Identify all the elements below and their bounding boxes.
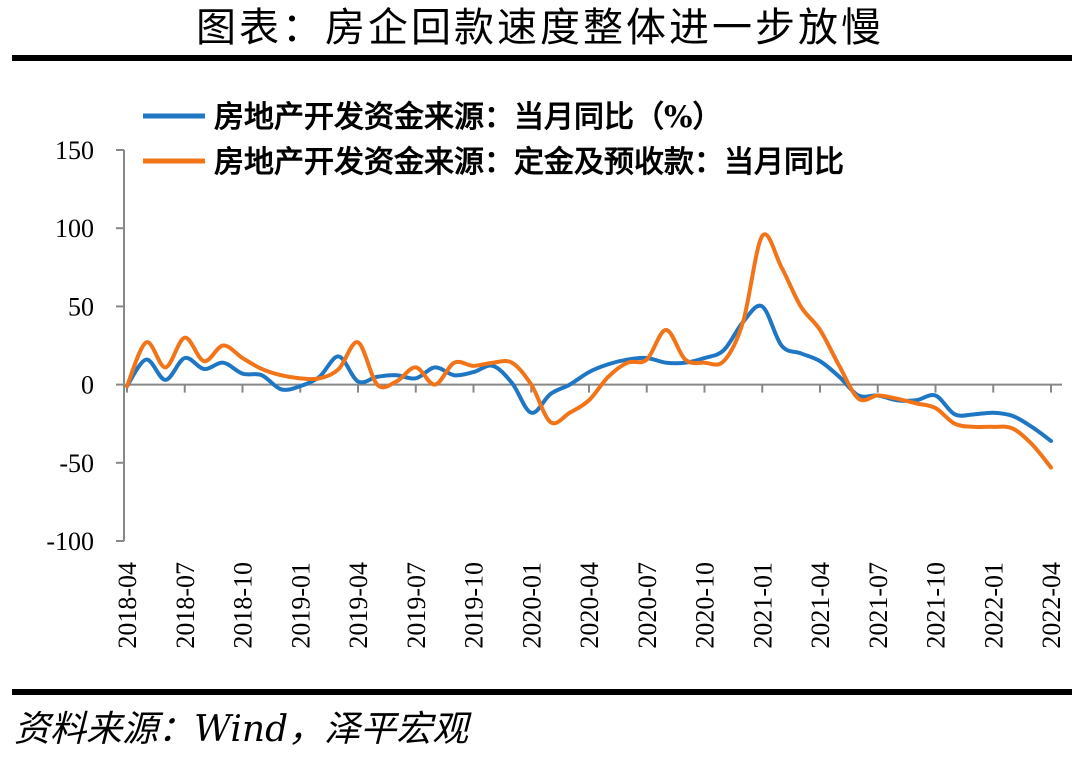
x-tick-label: 2022-01 [979,562,1008,649]
chart-axes: 150 100 50 0 -50 -100 2018-04 2018-07 2018-10 201… [46,136,1066,649]
series-line-2 [125,232,1053,470]
x-tick-label: 2019-10 [460,562,489,649]
top-rule [12,55,1072,61]
x-tick-label: 2018-04 [113,562,142,649]
x-tick-label: 2020-07 [633,562,662,649]
bottom-rule [12,689,1072,695]
chart-legend: 房地产开发资金来源：当月同比（%） 房地产开发资金来源：定金及预收款：当月同比 [143,100,844,180]
x-tick-label: 2020-01 [517,562,546,649]
x-tick-label: 2019-07 [402,562,431,649]
chart-series [125,232,1053,470]
y-tick-label: 50 [68,292,94,321]
y-tick-label: -100 [46,527,94,556]
legend-label-2: 房地产开发资金来源：定金及预收款：当月同比 [214,145,844,180]
x-tick-label: 2020-10 [691,562,720,649]
page-title: 图表：房企回款速度整体进一步放慢 [196,5,884,51]
y-tick-label: 150 [55,136,94,165]
x-tick-label: 2019-01 [286,562,315,649]
x-tick-label: 2020-04 [575,562,604,649]
y-tick-label: 100 [55,214,94,243]
source-note: 资料来源：Wind，泽平宏观 [14,709,469,750]
x-tick-label: 2021-10 [922,562,951,649]
x-tick-label: 2022-04 [1037,562,1066,649]
x-tick-label: 2021-01 [748,562,777,649]
x-tick-label: 2018-07 [171,562,200,649]
x-tick-label: 2021-04 [806,562,835,649]
y-tick-label: -50 [59,449,94,478]
x-tick-label: 2018-10 [229,562,258,649]
y-tick-label: 0 [81,371,94,400]
legend-label-1: 房地产开发资金来源：当月同比（%） [214,100,723,135]
x-tick-label: 2021-07 [864,562,893,649]
series-line-1 [125,303,1053,443]
x-tick-label: 2019-04 [344,562,373,649]
